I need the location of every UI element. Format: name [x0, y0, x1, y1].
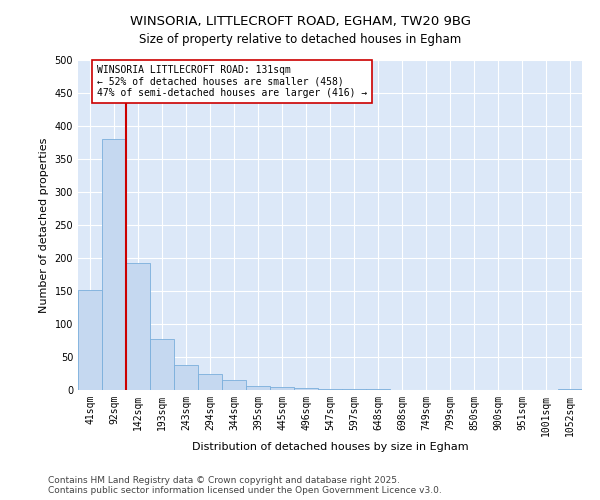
- Bar: [102, 139, 126, 390]
- X-axis label: Distribution of detached houses by size in Egham: Distribution of detached houses by size …: [191, 442, 469, 452]
- Bar: [150, 338, 174, 390]
- Text: WINSORIA, LITTLECROFT ROAD, EGHAM, TW20 9BG: WINSORIA, LITTLECROFT ROAD, EGHAM, TW20 …: [130, 15, 470, 28]
- Bar: [270, 386, 294, 390]
- Bar: [174, 365, 198, 390]
- Bar: [246, 386, 270, 390]
- Bar: [78, 290, 102, 390]
- Bar: [126, 264, 150, 390]
- Bar: [222, 380, 246, 390]
- Text: Contains HM Land Registry data © Crown copyright and database right 2025.
Contai: Contains HM Land Registry data © Crown c…: [48, 476, 442, 495]
- Bar: [294, 388, 318, 390]
- Text: Size of property relative to detached houses in Egham: Size of property relative to detached ho…: [139, 32, 461, 46]
- Bar: [318, 388, 342, 390]
- Bar: [198, 374, 222, 390]
- Y-axis label: Number of detached properties: Number of detached properties: [39, 138, 49, 312]
- Text: WINSORIA LITTLECROFT ROAD: 131sqm
← 52% of detached houses are smaller (458)
47%: WINSORIA LITTLECROFT ROAD: 131sqm ← 52% …: [97, 64, 367, 98]
